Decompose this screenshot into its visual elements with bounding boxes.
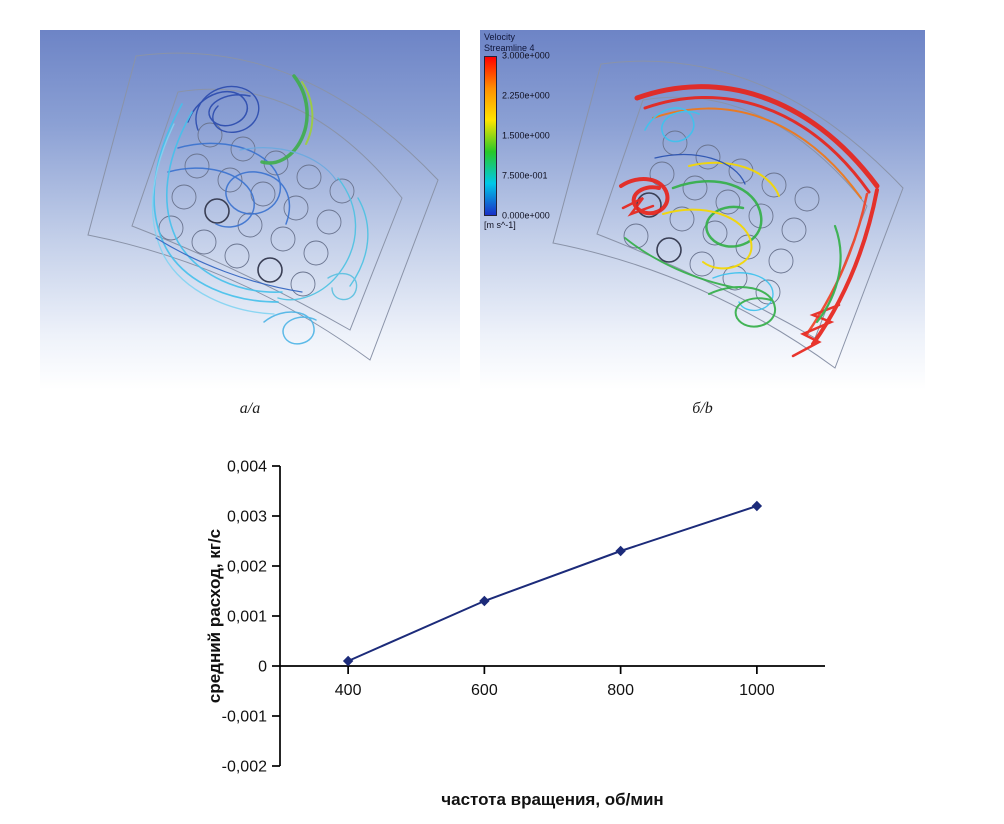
flow-rate-chart: 400 600 800 1000 -0,002 -0,001 0 0,001 0,002 0,00… [205,459,825,809]
x-tick-label: 600 [471,682,498,699]
tube-circles-a [158,122,355,297]
data-marker [479,595,490,607]
y-tick-label: -0,001 [222,709,267,726]
legend-title: Velocity Streamline 4 [484,32,600,54]
legend-units: [m s^-1] [484,219,516,230]
data-marker [751,500,763,512]
colorbar-tick-0: 3.000e+000 [502,50,550,61]
x-axis-title: частота вращения, об/мин [441,790,663,809]
colorbar-gradient [484,55,497,216]
colorbar: 3.000e+000 2.250e+000 1.500e+000 7.500e-… [484,50,600,220]
y-tick-label: 0,002 [227,559,267,576]
legend-title-line2: Streamline 4 [484,42,535,53]
streamline-plot-b [552,60,904,369]
colorbar-tick-3: 7.500e-001 [502,170,548,181]
y-tick-label: 0,001 [227,609,267,626]
colorbar-tick-2: 1.500e+000 [502,130,550,141]
colorbar-tick-1: 2.250e+000 [502,90,550,101]
cfd-panel-a [40,30,460,390]
x-tick-label: 400 [335,682,362,699]
tube-circles-b [623,130,820,305]
x-tick-label: 1000 [739,682,775,699]
panel-b-label: б/b [692,400,713,417]
streamline-plot-a [87,52,439,361]
panel-a-label: а/a [239,400,261,417]
x-tick-label: 800 [607,682,634,699]
streamlines-b [619,84,880,358]
sector-outline-a [87,52,439,361]
y-tick-label: 0,003 [227,509,267,526]
legend-title-line1: Velocity [484,32,516,42]
sector-outline-b [552,60,904,369]
data-marker [615,545,626,557]
y-tick-label: 0 [258,659,267,676]
cfd-panel-b: Velocity Streamline 4 3.000e+000 2.250e+… [480,30,925,390]
y-tick-label: 0,004 [227,459,267,476]
streamlines-a [151,74,369,345]
y-axis-title: средний расход, кг/с [205,529,224,703]
data-marker [342,655,354,667]
y-tick-label: -0,002 [222,759,267,776]
velocity-legend: Velocity Streamline 4 3.000e+000 2.250e+… [484,32,600,230]
data-line [347,505,758,662]
colorbar-tick-4: 0.000e+000 [502,210,550,221]
